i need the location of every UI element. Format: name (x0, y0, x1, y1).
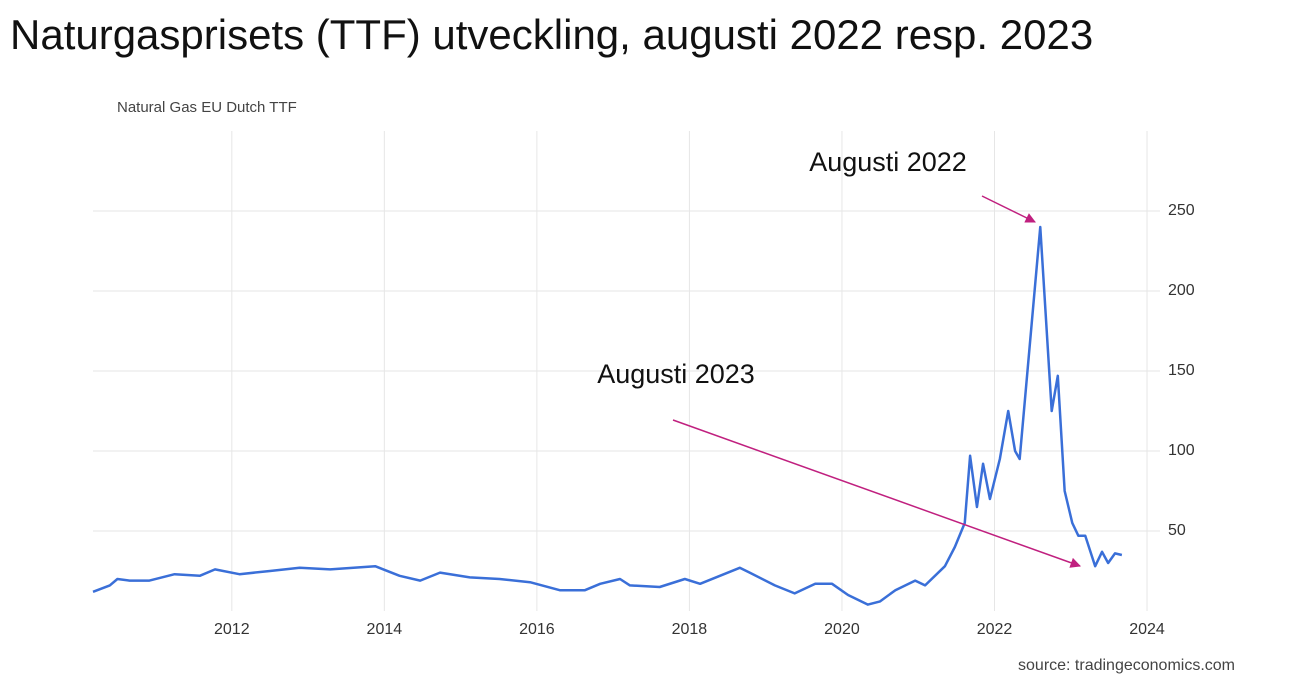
annotation-arrow (672, 419, 1081, 568)
x-tick-label: 2012 (214, 621, 250, 638)
y-tick-label: 50 (1168, 522, 1186, 539)
x-tick-label: 2016 (519, 621, 555, 638)
line-series (92, 225, 1123, 606)
chart-subtitle: Natural Gas EU Dutch TTF (117, 99, 297, 116)
grid: 50 100 150 200 250 2012 2014 2016 2018 2020 2022 20… (93, 131, 1195, 638)
y-tick-label: 100 (1168, 442, 1195, 459)
x-tick-label: 2024 (1129, 621, 1165, 638)
x-tick-label: 2018 (672, 621, 708, 638)
y-tick-label: 150 (1168, 362, 1195, 379)
source: source: tradingeconomics.com (1018, 657, 1235, 674)
x-tick-label: 2014 (367, 621, 403, 638)
y-tick-label: 250 (1168, 202, 1195, 219)
chart-title: Naturgasprisets (TTF) utveckling, august… (10, 11, 1093, 58)
x-tick-label: 2022 (977, 621, 1013, 638)
annotation: Augusti 2022 (809, 147, 967, 177)
annotation: Augusti 2023 (597, 359, 755, 389)
plot (92, 225, 1123, 606)
x-tick-label: 2020 (824, 621, 860, 638)
annotation-arrow (981, 195, 1036, 223)
y-tick-label: 200 (1168, 282, 1195, 299)
